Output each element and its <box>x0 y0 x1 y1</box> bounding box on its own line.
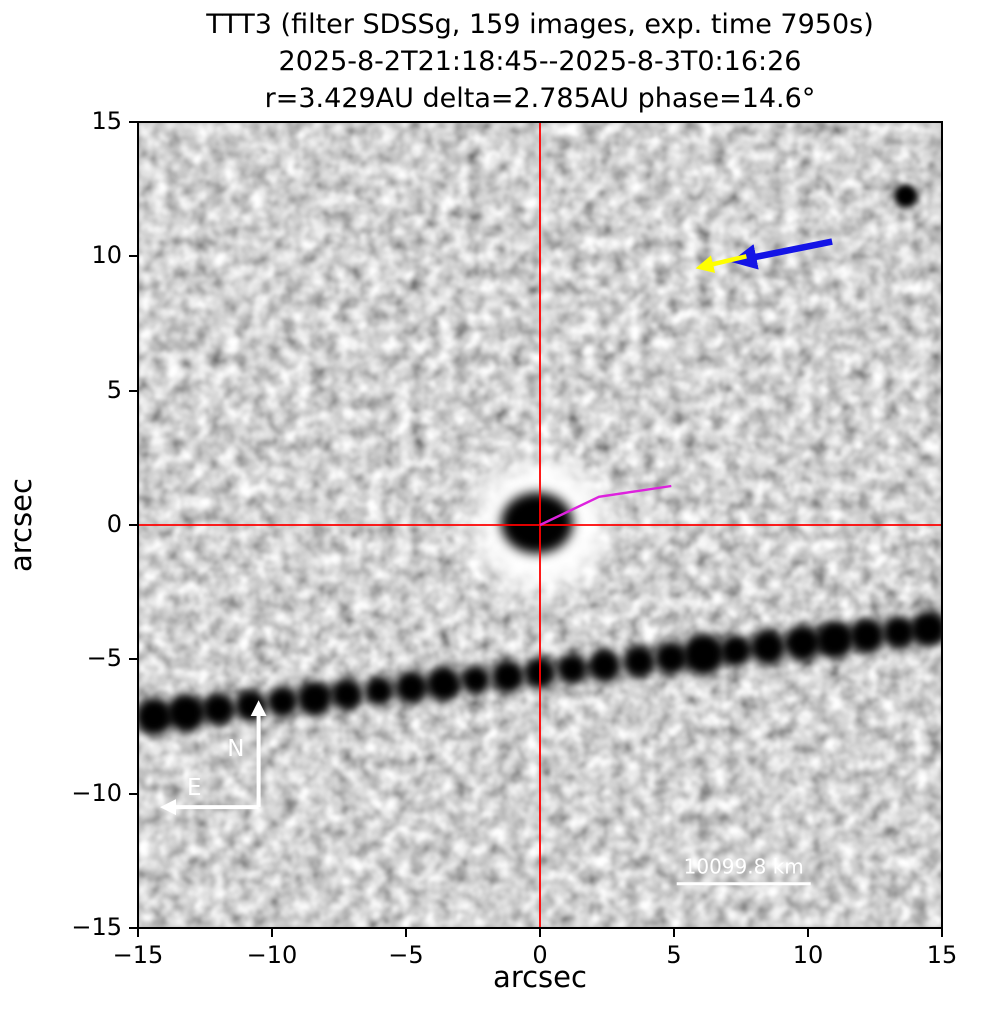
x-tick-mark <box>539 928 541 937</box>
y-tick-mark <box>129 255 138 258</box>
blue-arrow-line <box>730 238 833 270</box>
scale-bar: 10099.8 km <box>676 855 811 886</box>
x-tick-label: 15 <box>926 941 958 969</box>
jet-line <box>539 484 672 527</box>
y-tick-mark <box>129 927 138 929</box>
x-tick-mark <box>271 928 273 937</box>
x-tick-label: −15 <box>112 941 164 969</box>
star-trail-dot <box>719 634 752 667</box>
star-trail-dot <box>297 680 333 716</box>
star-trail-dot <box>201 692 235 726</box>
y-tick-label: 15 <box>91 107 122 135</box>
star-trail-dot <box>750 629 786 665</box>
x-tick-label: 0 <box>532 941 548 969</box>
star-trail-dot <box>461 665 491 695</box>
figure-title-line3: r=3.429AU delta=2.785AU phase=14.6° <box>264 83 816 114</box>
compass-north-label: N <box>227 736 244 762</box>
x-tick-mark <box>137 928 139 937</box>
star-trail-dot <box>682 633 725 676</box>
y-tick-label: −10 <box>71 778 122 807</box>
y-tick-label: 5 <box>106 375 122 404</box>
figure-title-line2: 2025-8-2T21:18:45--2025-8-3T0:16:26 <box>278 46 802 77</box>
x-tick-label: −5 <box>388 941 424 969</box>
x-tick-label: 10 <box>792 941 824 969</box>
jet-direction-line <box>539 484 672 527</box>
x-tick-mark <box>941 928 943 937</box>
star-trail-dot <box>425 666 462 702</box>
field-star-dot <box>893 183 918 208</box>
star-trail <box>138 610 942 736</box>
star-trail-dot <box>330 678 364 711</box>
image-plot-svg: NE 10099.8 km <box>138 122 942 928</box>
star-trail-dot <box>784 624 821 662</box>
y-tick-mark <box>129 121 138 123</box>
star-trail-dot <box>623 645 656 678</box>
star-trail-dot <box>849 618 885 654</box>
scale-bar-label: 10099.8 km <box>684 855 804 879</box>
compass-east-label: E <box>187 775 202 801</box>
star-trail-dot <box>882 615 916 649</box>
y-tick-label: −5 <box>86 644 122 673</box>
y-tick-label: 10 <box>91 241 122 270</box>
yellow-arrow-line <box>695 254 747 273</box>
y-tick-mark <box>129 658 138 661</box>
x-axis-label: arcsec <box>493 960 587 994</box>
nucleus <box>500 492 574 554</box>
y-tick-label: 0 <box>106 510 122 538</box>
x-tick-mark <box>405 928 407 937</box>
comet-nucleus <box>500 492 574 554</box>
star-trail-dot <box>267 686 299 718</box>
field-star <box>893 183 918 208</box>
star-trail-dot <box>910 610 942 647</box>
star-trail-dot <box>556 653 588 685</box>
star-trail-dot <box>166 693 206 733</box>
y-tick-mark <box>129 524 138 526</box>
y-tick-mark <box>129 389 138 392</box>
y-tick-mark <box>129 792 138 795</box>
compass: NE <box>159 700 267 816</box>
star-trail-dot <box>364 676 394 706</box>
blue-arrow <box>730 238 833 270</box>
figure-title-line1: TTT3 (filter SDSSg, 159 images, exp. tim… <box>206 9 874 40</box>
x-tick-mark <box>673 928 675 937</box>
star-trail-dot <box>394 670 428 704</box>
star-trail-dot <box>654 641 688 675</box>
x-tick-label: 5 <box>666 941 682 969</box>
star-trail-dot <box>815 620 855 659</box>
x-tick-mark <box>807 928 809 937</box>
x-tick-label: −10 <box>246 941 298 969</box>
star-trail-dot <box>234 689 267 722</box>
star-trail-dot <box>138 697 173 736</box>
y-tick-label: −15 <box>71 913 122 941</box>
star-trail-dot <box>491 659 525 694</box>
star-trail-dot <box>587 648 621 683</box>
yellow-arrow <box>695 254 747 273</box>
